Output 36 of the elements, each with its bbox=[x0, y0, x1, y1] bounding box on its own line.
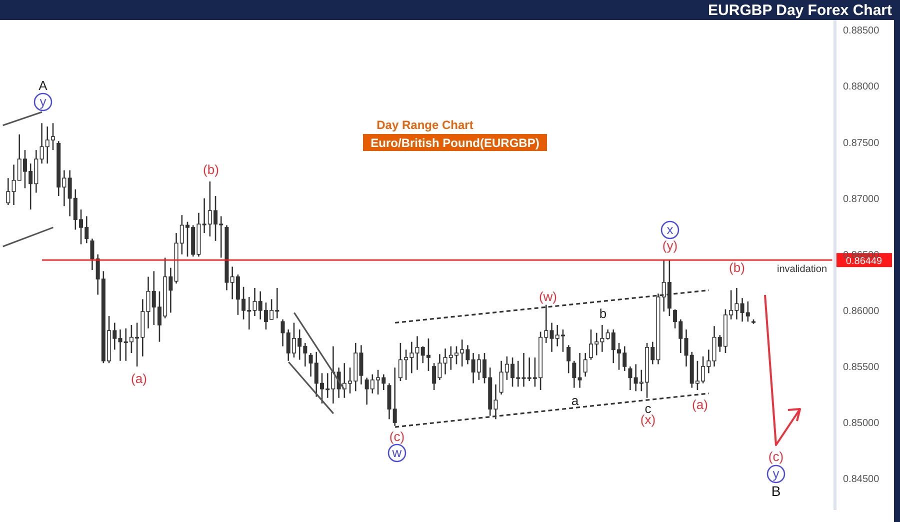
annotation: (y) bbox=[662, 238, 678, 253]
candlestick bbox=[387, 382, 392, 420]
annotation: (b) bbox=[729, 260, 745, 275]
y-tick-label: 0.87500 bbox=[843, 138, 880, 149]
candlestick bbox=[566, 344, 571, 374]
annotation: y bbox=[772, 466, 780, 481]
annotation: B bbox=[771, 483, 781, 499]
annotation: b bbox=[599, 306, 607, 321]
candlestick bbox=[90, 238, 94, 271]
candlestick bbox=[583, 352, 588, 378]
y-tick-label: 0.88500 bbox=[843, 26, 880, 37]
y-tick-label: 0.86000 bbox=[843, 306, 880, 317]
annotation: (c) bbox=[389, 429, 405, 444]
annotation: (w) bbox=[538, 289, 558, 304]
annotation: w bbox=[391, 445, 402, 460]
annotation: A bbox=[38, 78, 48, 93]
candlestick bbox=[628, 366, 632, 391]
annotation: Euro/British Pound(EURGBP) bbox=[370, 136, 540, 150]
y-tick-label: 0.85500 bbox=[843, 362, 880, 374]
y-tick-label: 0.85000 bbox=[843, 418, 880, 430]
annotation: (c) bbox=[768, 449, 784, 464]
text: Day Range Chart bbox=[376, 118, 474, 132]
annotation: (a) bbox=[692, 397, 708, 412]
annotation: (a) bbox=[131, 371, 147, 386]
annotation: (b) bbox=[203, 162, 219, 177]
candlestick bbox=[6, 177, 10, 206]
y-tick-label: 0.88000 bbox=[843, 82, 880, 93]
chart-title: EURGBP Day Forex Chart bbox=[708, 2, 892, 19]
annotation: x bbox=[666, 222, 674, 237]
annotation: a bbox=[571, 393, 580, 408]
y-tick-label: 0.87000 bbox=[843, 194, 880, 205]
annotation: y bbox=[40, 94, 47, 109]
candlestick bbox=[572, 360, 576, 388]
annotation: invalidation bbox=[776, 264, 828, 275]
y-tick-label: 0.84500 bbox=[843, 474, 880, 486]
candlestick bbox=[578, 352, 582, 388]
